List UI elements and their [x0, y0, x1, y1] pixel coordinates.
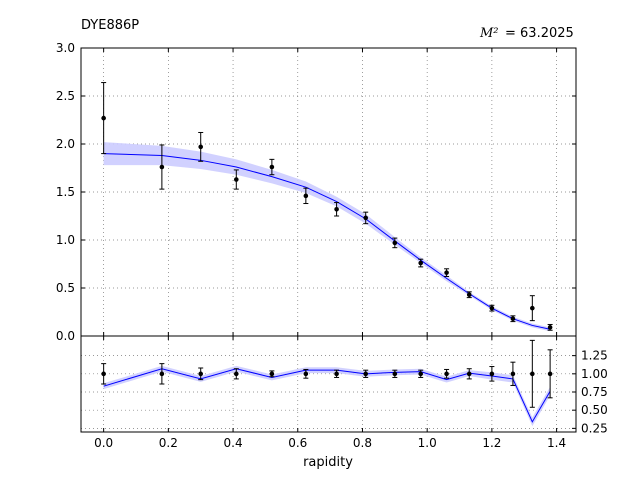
ratio-prediction-band	[103, 365, 551, 427]
top-data-point-1	[159, 164, 165, 170]
top-data-point-15	[547, 325, 553, 330]
x-tick-label-0: 0.0	[94, 436, 113, 450]
ratio-data-point-5	[303, 371, 309, 377]
ratio-data-point-6	[334, 371, 339, 377]
top-data-point-3	[233, 177, 239, 182]
top-data-point-5	[303, 193, 309, 199]
top-data-point-6	[334, 206, 339, 212]
x-tick-label-2: 0.4	[224, 436, 243, 450]
chart-title: DYE886P	[81, 18, 139, 33]
ratio-data-point-7	[363, 371, 369, 377]
top-data-point-4	[269, 164, 275, 170]
x-tick-label-4: 0.8	[353, 436, 372, 450]
top-ytick-label-3: 1.5	[56, 185, 75, 199]
top-data-point-13	[510, 316, 516, 322]
top-data-point-9	[418, 260, 424, 266]
x-axis-label: rapidity	[303, 455, 353, 470]
ratio-data-point-0	[101, 371, 106, 377]
top-panel: 0.0 0.5 1.0 1.5 2.0 2.5 3.0	[56, 41, 577, 343]
ratio-ytick-label-1: 0.50	[581, 403, 608, 417]
top-data-point-8	[392, 240, 398, 246]
top-prediction-line	[103, 153, 551, 330]
ratio-ytick-label-4: 1.25	[581, 349, 608, 363]
ratio-ytick-label-0: 0.25	[581, 421, 608, 435]
ratio-data-point-3	[233, 371, 239, 377]
ratio-data-point-14	[530, 371, 535, 377]
ratio-ytick-label-2: 0.75	[581, 385, 608, 399]
ratio-data-point-8	[392, 371, 398, 377]
top-ytick-label-2: 1.0	[56, 233, 75, 247]
x-axis-ticks: 0.0 0.2 0.4 0.6 0.8 1.0 1.2 1.4	[94, 436, 566, 450]
mass-annotation-label: M²	[479, 26, 499, 41]
ratio-data-point-9	[418, 371, 424, 377]
ratio-data-point-15	[547, 371, 553, 377]
top-data-point-11	[466, 292, 472, 298]
top-ytick-label-4: 2.0	[56, 137, 75, 151]
top-prediction-band	[103, 142, 551, 332]
ratio-frame	[80, 335, 577, 433]
ratio-data-point-4	[269, 371, 275, 377]
top-ytick-label-0: 0.0	[56, 329, 75, 343]
ratio-data-point-11	[466, 371, 472, 377]
ratio-ytick-label-3: 1.00	[581, 367, 608, 381]
mass-annotation-value: = 63.2025	[505, 26, 574, 41]
ratio-data-point-1	[159, 371, 165, 377]
top-data-point-12	[489, 305, 495, 311]
x-tick-label-5: 1.0	[418, 436, 437, 450]
ratio-data-point-10	[444, 371, 449, 377]
top-ytick-label-5: 2.5	[56, 89, 75, 103]
top-data-point-14	[530, 305, 535, 311]
top-data-point-0	[101, 115, 106, 121]
ratio-data-point-12	[489, 371, 495, 377]
ratio-panel: 0.25 0.50 0.75 1.00 1.25	[80, 335, 608, 435]
x-tick-label-6: 1.2	[482, 436, 501, 450]
ratio-data-point-2	[198, 371, 204, 377]
ratio-data-point-13	[510, 371, 516, 377]
x-tick-label-1: 0.2	[159, 436, 178, 450]
top-ytick-label-1: 0.5	[56, 281, 75, 295]
top-data-point-2	[198, 144, 204, 150]
top-data-point-10	[444, 270, 449, 275]
x-tick-label-7: 1.4	[547, 436, 566, 450]
top-ytick-label-6: 3.0	[56, 41, 75, 55]
top-data-point-7	[363, 215, 369, 221]
ratio-prediction-line	[103, 368, 551, 423]
x-tick-label-3: 0.6	[288, 436, 307, 450]
